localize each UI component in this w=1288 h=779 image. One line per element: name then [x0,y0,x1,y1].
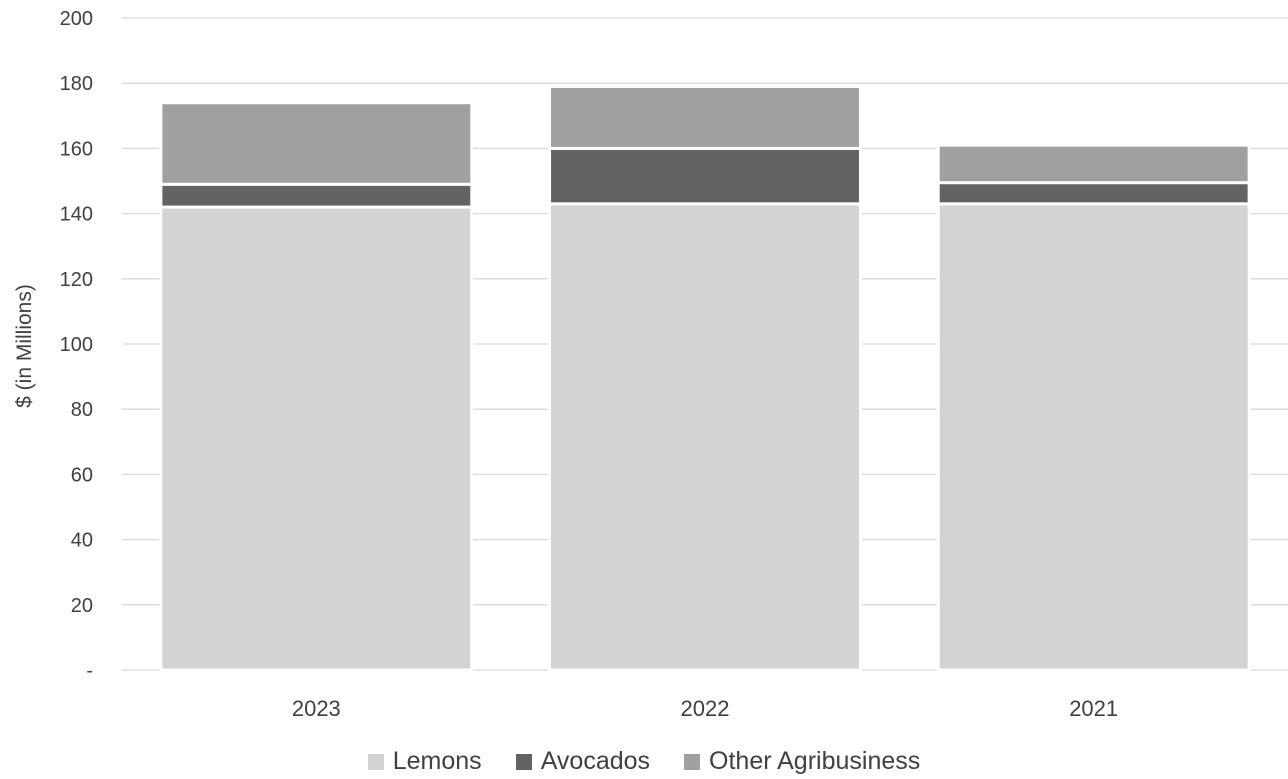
legend-swatch [684,753,701,770]
y-tick-label: 20 [71,595,93,617]
bar-segment [548,84,862,150]
bar-segment [159,101,474,186]
x-tick-label: 2022 [681,696,730,721]
y-axis-title: $ (in Millions) [13,284,36,408]
x-tick-label: 2021 [1069,696,1118,721]
legend-swatch [367,753,384,770]
bar-segment [936,181,1251,206]
y-axis: - 20 40 60 80 100 120 140 160 180 200 [60,8,93,682]
y-tick-label: 200 [60,8,93,30]
bar-segment [159,205,474,672]
legend: Lemons Avocados Other Agribusiness [0,744,1288,779]
y-tick-label: 180 [60,73,93,95]
bar-segment [936,202,1251,672]
x-axis: 2023 2022 2021 [292,696,1118,721]
y-tick-label: - [86,660,93,682]
y-tick-label: 120 [60,269,93,291]
bars [159,84,1251,672]
legend-item: Other Agribusiness [684,747,920,776]
y-tick-label: 60 [71,464,93,486]
y-tick-label: 160 [60,138,93,160]
legend-label: Lemons [392,747,482,775]
legend-item: Avocados [515,747,651,776]
bar-segment [936,143,1251,185]
x-tick-label: 2023 [292,696,341,721]
y-tick-label: 80 [71,399,93,421]
y-tick-label: 100 [60,334,93,356]
y-tick-label: 40 [71,530,93,552]
bar-segment [548,146,862,206]
y-tick-label: 140 [60,204,93,226]
legend-label: Other Agribusiness [709,747,921,775]
bar-segment [548,202,862,672]
legend-label: Avocados [540,747,651,775]
bar-segment [159,182,474,209]
legend-swatch [515,753,532,770]
legend-item: Lemons [367,747,482,776]
